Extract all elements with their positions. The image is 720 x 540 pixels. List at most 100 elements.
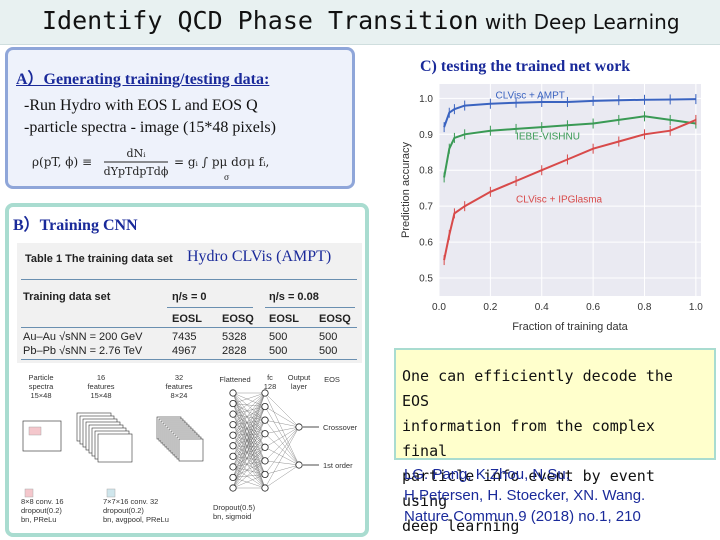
accuracy-chart-svg: 0.0 0.2 0.4 0.6 0.8 1.0 0.5 0.6 0.7 0.8 0.9 1.0 CLVi…	[400, 84, 703, 333]
x-tick-label: 0.8	[638, 302, 652, 313]
dense-connection	[232, 419, 266, 436]
neuron	[295, 423, 303, 431]
y-tick-label: 0.7	[419, 202, 433, 213]
dense-connection	[232, 392, 266, 425]
dense-connection	[232, 433, 266, 457]
dense-connection	[264, 392, 300, 466]
net-label-16-features: 16 features 15×48	[87, 373, 115, 400]
net-label-32-features: 32 features 8×24	[165, 373, 193, 400]
formula-sigma: σ	[224, 173, 230, 182]
dense-connection	[232, 392, 266, 434]
dense-connection	[264, 447, 300, 466]
table-cell: 4967	[172, 345, 197, 357]
neuron	[229, 484, 237, 492]
dense-connection	[232, 419, 266, 425]
series-label: CLVisc + IPGlasma	[516, 195, 602, 206]
plot-background	[439, 84, 701, 296]
neuron	[261, 470, 269, 479]
dense-connections	[229, 389, 319, 492]
x-axis-label: Fraction of training data	[512, 321, 628, 333]
table-header-set: Training data set	[23, 291, 111, 303]
dense-connection	[232, 445, 266, 489]
dense-connection	[264, 433, 300, 466]
neuron	[229, 410, 237, 418]
conclusion-line-1: One can efficiently decode the EOS	[402, 367, 673, 410]
table-sub-eosl-2: EOSL	[269, 313, 299, 325]
reference-block: LG. Pang, K.Zhou, N.Su, H.Petersen, H. S…	[404, 464, 645, 527]
dense-connection	[264, 426, 300, 448]
formula-numerator: dNᵢ	[127, 147, 147, 160]
formula-lhs: ρ(pT, ϕ) ≡	[32, 155, 92, 169]
y-tick-label: 0.6	[419, 238, 433, 249]
dense-connection	[232, 406, 266, 478]
conclusion-line-4: deep learning	[402, 517, 520, 535]
table-row-label: Pb–Pb √sNN = 2.76 TeV	[23, 345, 143, 357]
neuron	[229, 473, 237, 482]
cnn-network-graphic	[22, 389, 319, 498]
net-label-flattened: Flattened	[219, 375, 251, 384]
neuron	[295, 461, 303, 469]
net-label-output: Output layer	[287, 373, 311, 391]
dense-connection	[232, 392, 266, 461]
y-tick-label: 0.5	[419, 274, 433, 285]
dense-connection	[232, 413, 266, 448]
reference-line-2: H.Petersen, H. Stoecker, XN. Wang.	[404, 487, 646, 504]
dense-connection	[232, 420, 266, 489]
dense-connection	[232, 403, 266, 407]
dense-connection	[232, 392, 266, 446]
neuron	[261, 402, 269, 411]
x-tick-label: 1.0	[689, 302, 703, 313]
net-legend-dropout: Dropout(0.5) bn, sigmoid	[213, 503, 256, 521]
table-header-eta0: η/s = 0	[172, 291, 207, 303]
dense-connection	[264, 420, 300, 466]
panel-a-header: A）Generating training/testing data:	[16, 71, 270, 88]
table-cell: 7435	[172, 331, 197, 343]
net-label-input: Particle spectra 15×48	[28, 373, 54, 400]
dense-connection	[232, 406, 266, 489]
y-axis-label: Prediction accuracy	[400, 142, 412, 238]
dense-connection	[232, 392, 266, 478]
dense-connection	[232, 403, 266, 489]
neuron	[229, 389, 237, 397]
dense-connection	[232, 414, 266, 461]
dense-connection	[232, 406, 266, 415]
dense-connection	[264, 464, 300, 475]
neuron	[229, 421, 237, 429]
spectrum-formula: ρ(pT, ϕ) ≡ dNᵢ dYpTdpTdϕ = gᵢ ∫ pμ dσμ f…	[32, 147, 269, 182]
dense-connection	[232, 403, 266, 475]
dense-connection	[232, 392, 266, 489]
net-label-crossover: Crossover	[323, 423, 358, 432]
conclusion-line-2: information from the complex final	[402, 417, 655, 460]
dense-connection	[232, 433, 266, 446]
slide-title-main: Identify QCD Phase Transition	[42, 6, 479, 35]
conclusion-line-3: particle info event by event using	[402, 467, 655, 510]
series-label: CLVisc + AMPT	[496, 90, 565, 101]
dense-connection	[232, 414, 266, 489]
neuron	[261, 457, 269, 465]
neuron	[261, 443, 269, 451]
x-tick-label: 0.6	[586, 302, 600, 313]
title-bar: Identify QCD Phase Transition with Deep …	[0, 0, 720, 45]
table-title: Table 1 The training data set	[25, 253, 173, 265]
table-cell: 500	[319, 345, 338, 357]
table-sub-eosl-1: EOSL	[172, 313, 202, 325]
conclusion-box: One can efficiently decode the EOS infor…	[394, 348, 716, 535]
dense-connection	[232, 392, 266, 421]
table-cell: 5328	[222, 331, 247, 343]
dense-connection	[232, 392, 266, 436]
feature-maps-32	[156, 416, 204, 462]
series-label: IEBE-VISHNU	[516, 132, 580, 143]
dense-connection	[232, 420, 266, 457]
net-label-eos: EOS	[324, 375, 340, 384]
dense-connection	[232, 433, 266, 436]
neuron	[229, 431, 237, 439]
table-rule-group-1	[167, 307, 253, 308]
legend-swatch-blue	[106, 488, 116, 498]
input-spectra-stack	[22, 420, 62, 452]
panel-a-line-1: -Run Hydro with EOS L and EOS Q	[24, 97, 258, 114]
feature-maps-16	[76, 412, 133, 463]
feature-map-16	[97, 433, 133, 463]
table-row-label: Au–Au √sNN = 200 GeV	[23, 331, 143, 343]
dense-connection	[232, 420, 266, 467]
table-cell: 500	[269, 331, 288, 343]
